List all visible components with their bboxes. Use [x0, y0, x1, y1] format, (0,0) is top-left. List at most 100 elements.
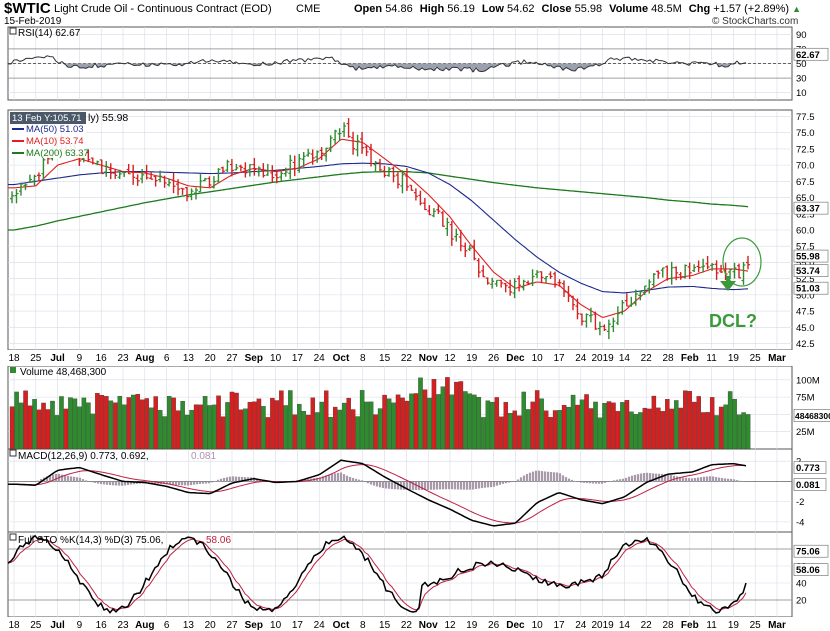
price-y-tick-label: 67.5	[796, 177, 815, 188]
x-tick-label: 13	[183, 353, 195, 364]
instrument-name: Light Crude Oil - Continuous Contract (E…	[54, 3, 272, 15]
volume-bar	[189, 409, 194, 450]
rsi-line	[7, 55, 747, 73]
volume-bar	[494, 397, 500, 450]
open-label: Open	[354, 3, 383, 15]
volume-bar	[382, 394, 387, 450]
volume-bar	[337, 409, 342, 450]
volume-bar	[525, 409, 531, 450]
volume-bar	[736, 414, 742, 450]
volume-legend-swatch	[10, 367, 16, 373]
x-tick-label: Jul	[50, 353, 65, 364]
macd-y-tick-label: -2	[796, 497, 804, 508]
volume-bar	[292, 414, 298, 450]
x-tick-label: 16	[96, 620, 108, 631]
tooltip-text: 13 Feb Y:105.71	[12, 113, 82, 124]
brand-label: © StockCharts.com	[712, 16, 799, 27]
volume-bar	[350, 409, 356, 450]
volume-bar	[449, 394, 455, 450]
volume-bar	[709, 397, 715, 450]
macd-legend-hist: 0.081	[191, 451, 216, 462]
volume-bar	[445, 377, 450, 450]
macd-hist-tag: 0.081	[796, 480, 820, 491]
ma200-line	[8, 170, 749, 231]
volume-bar	[139, 399, 145, 450]
volume-bar	[373, 414, 378, 450]
ma10-tag-bg	[793, 264, 829, 277]
x-tick-label: Aug	[135, 620, 154, 631]
volume-bar	[656, 407, 661, 450]
volume-bar	[458, 381, 464, 450]
macd-hist-tag-bg	[793, 478, 827, 491]
chart-header: $WTIC Light Crude Oil - Continuous Contr…	[0, 0, 830, 27]
volume-bar	[234, 392, 239, 450]
volume-bar	[368, 401, 374, 450]
x-tick-label: Jul	[50, 620, 65, 631]
x-tick-label: 27	[226, 620, 238, 631]
volume-bar	[669, 408, 675, 450]
rsi-y-tick-label: 90	[796, 30, 807, 41]
volume-bar	[279, 390, 284, 450]
price-y-tick-label: 50.0	[796, 290, 815, 301]
volume-legend: Volume 48,468,300	[20, 367, 107, 378]
volume-bar	[86, 402, 91, 450]
volume-bar	[193, 404, 199, 450]
price-y-tick-label: 77.5	[796, 112, 815, 123]
x-tick-label: 16	[96, 353, 108, 364]
x-tick-label: 19	[466, 620, 478, 631]
volume-bar	[202, 396, 208, 450]
x-tick-label: 23	[117, 620, 129, 631]
price-y-tick-label: 47.5	[796, 307, 815, 318]
volume-bar	[741, 412, 746, 450]
volume-bar	[157, 410, 163, 450]
volume-bar	[104, 396, 109, 450]
volume-bar	[440, 386, 446, 450]
volume-bar	[400, 397, 405, 450]
volume-bar	[180, 400, 185, 450]
volume-bar	[59, 396, 64, 450]
close-label: Close	[541, 3, 572, 15]
volume-bar	[341, 402, 347, 450]
ma200-legend: MA(200) 63.37	[26, 148, 89, 159]
high-value: 56.19	[447, 3, 475, 15]
volume-bar	[377, 408, 383, 450]
volume-bar	[198, 404, 203, 450]
volume-bar	[512, 410, 517, 450]
price-y-tick-label: 65.0	[796, 193, 815, 204]
volume-bar	[108, 400, 114, 450]
volume-bar	[745, 414, 751, 450]
x-tick-label: Oct	[333, 353, 350, 364]
x-axis-band	[0, 350, 830, 366]
volume-bar	[355, 416, 360, 450]
x-tick-label: Mar	[768, 620, 786, 631]
vol-y-tick-label: 100M	[796, 375, 820, 386]
volume-bar	[283, 405, 289, 450]
volume-bar	[404, 400, 410, 450]
open-value: 54.86	[385, 3, 413, 15]
volume-bar	[391, 402, 396, 450]
volume-bar	[534, 390, 540, 450]
volume-bar	[162, 416, 167, 450]
ma10-line	[8, 138, 749, 318]
volume-bar	[72, 398, 78, 450]
volume-bar	[548, 417, 553, 450]
price-y-tick-label: 55.0	[796, 258, 815, 269]
volume-bar	[490, 401, 495, 450]
volume-bar	[184, 414, 190, 450]
volume-bar	[516, 415, 522, 450]
volume-bar	[148, 407, 154, 450]
rsi-y-tick-label: 10	[796, 88, 807, 99]
x-tick-label: Dec	[506, 353, 525, 364]
x-tick-label: 15	[379, 620, 391, 631]
volume-bar	[575, 404, 580, 450]
x-tick-label: Oct	[333, 620, 350, 631]
volume-bar	[723, 404, 728, 450]
volume-bar	[23, 390, 28, 450]
x-tick-label: 10	[532, 353, 544, 364]
price-legend-main: ly) 55.98	[88, 112, 128, 124]
high-label: High	[419, 3, 445, 15]
x-tick-label: 6	[164, 620, 170, 631]
volume-bar	[485, 400, 491, 450]
volume-bar	[718, 406, 724, 450]
macd-tag: 0.773	[796, 463, 820, 474]
